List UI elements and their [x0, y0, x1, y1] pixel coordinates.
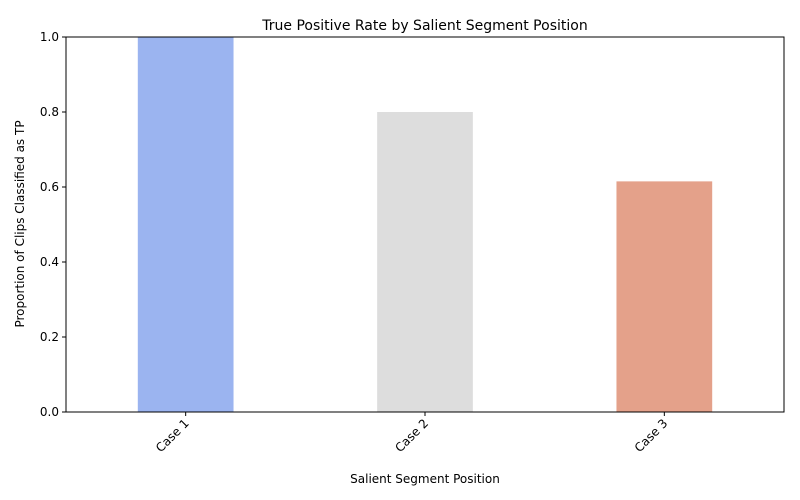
axes-frame: [65, 36, 785, 413]
bar-case-2: [377, 112, 473, 412]
y-tick-label: 1.0: [40, 30, 59, 44]
y-axis-label: Proportion of Clips Classified as TP: [13, 120, 27, 327]
y-tick-label: 0.6: [40, 180, 59, 194]
x-axis-label: Salient Segment Position: [350, 472, 500, 486]
x-tick-label: Case 3: [632, 416, 671, 455]
chart-title: True Positive Rate by Salient Segment Po…: [261, 18, 587, 34]
bar-case-1: [137, 37, 234, 412]
y-tick-label: 0.2: [40, 330, 59, 344]
x-tick-label: Case 1: [153, 416, 192, 455]
bar-case-3: [616, 181, 713, 412]
x-tick-label: Case 2: [392, 416, 431, 455]
y-tick-label: 0.4: [40, 255, 59, 269]
plot-area: 0.0 0.2 0.4 0.6 0.8 1.0 Case 1 Case 2 Case 3: [40, 30, 785, 455]
y-tick-label: 0.8: [40, 105, 59, 119]
y-tick-label: 0.0: [40, 405, 59, 419]
